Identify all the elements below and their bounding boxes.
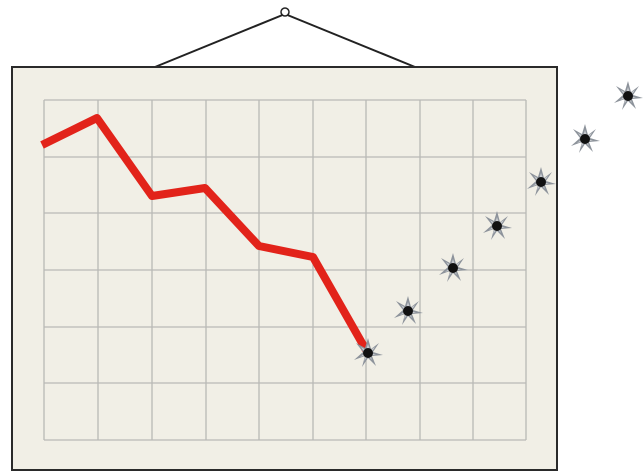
trend-line [40,114,370,352]
hanger-string [284,13,416,68]
hanger [154,7,416,68]
hanger-nail [280,7,290,17]
board [11,66,558,471]
hanger-string [154,13,286,68]
bullet-hole [571,124,600,153]
bullet-hole [614,81,643,110]
